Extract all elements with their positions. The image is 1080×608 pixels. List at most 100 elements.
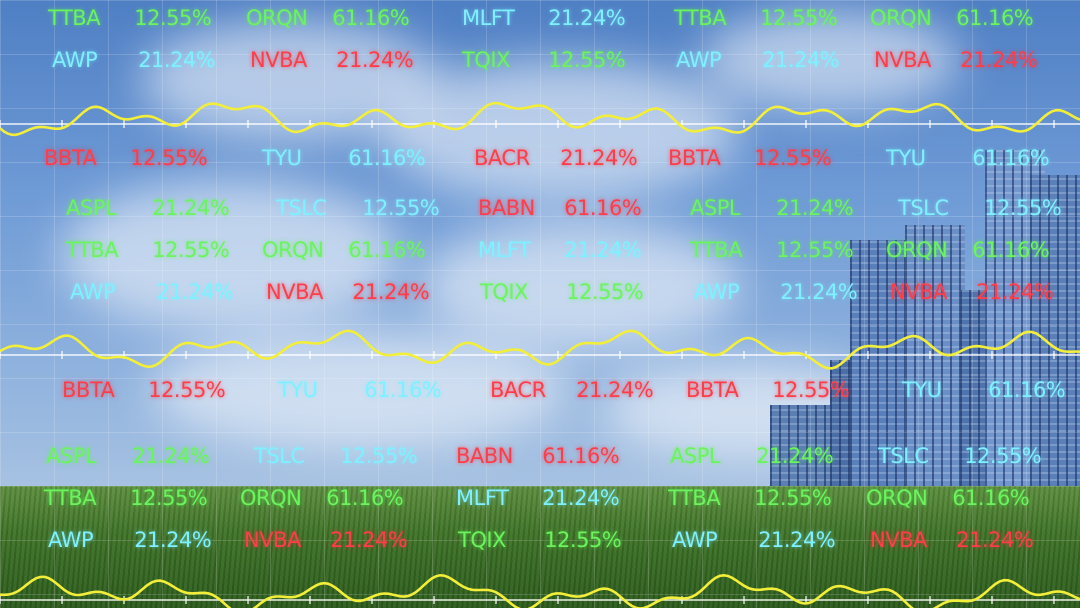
ticker-value: 21.24% (560, 146, 638, 170)
ticker-value: 12.55% (134, 6, 212, 30)
ticker-item: BBTA 12.55% (62, 378, 226, 402)
ticker-symbol: MLFT (478, 238, 531, 262)
ticker-symbol: ORQN (240, 486, 302, 510)
ticker-symbol: TQIX (458, 528, 506, 552)
ticker-symbol: BBTA (668, 146, 721, 170)
ticker-value: 21.24% (776, 196, 854, 220)
ticker-item: ASPL 21.24% (690, 196, 854, 220)
ticker-symbol: TSLC (898, 196, 949, 220)
ticker-symbol: AWP (694, 280, 740, 304)
ticker-value: 12.55% (130, 486, 208, 510)
ticker-symbol: AWP (672, 528, 718, 552)
ticker-symbol: AWP (52, 48, 98, 72)
ticker-item: BBTA 12.55% (668, 146, 832, 170)
ticker-item: ASPL 21.24% (66, 198, 230, 219)
ticker-symbol: TYU (262, 146, 302, 170)
ticker-item: TTBA 12.55% (48, 6, 212, 30)
ticker-symbol: TYU (886, 146, 926, 170)
ticker-item: MLFT 21.24% (478, 238, 642, 262)
ticker-value: 21.24% (352, 280, 430, 304)
ticker-value: 12.55% (776, 238, 854, 262)
ticker-value: 12.55% (772, 378, 850, 402)
ticker-value: 12.55% (148, 378, 226, 402)
ticker-value: 61.16% (326, 486, 404, 510)
ticker-item: ASPL 21.24% (46, 444, 210, 468)
ticker-value: 61.16% (564, 196, 642, 220)
ticker-item: TYU 61.16% (262, 146, 426, 170)
ticker-value: 12.55% (340, 444, 418, 468)
ticker-symbol: ASPL (46, 444, 97, 468)
ticker-item: BBTA 12.55% (44, 146, 208, 170)
ticker-item: ORQN 61.16% (870, 6, 1034, 30)
ticker-value: 21.24% (780, 280, 858, 304)
ticker-symbol: NVBA (890, 280, 947, 304)
ticker-symbol: TQIX (462, 48, 510, 72)
ticker-value: 61.16% (542, 444, 620, 468)
ticker-item: TYU 61.16% (886, 146, 1050, 170)
ticker-item: BABN 61.16% (456, 444, 620, 468)
ticker-item: TQIX 12.55% (458, 528, 622, 552)
ticker-symbol: BBTA (62, 378, 115, 402)
ticker-item: ORQN 61.16% (866, 486, 1030, 510)
ticker-symbol: NVBA (250, 48, 307, 72)
ticker-symbol: TTBA (44, 486, 97, 510)
ticker-value: 21.24% (756, 444, 834, 468)
ticker-value: 12.55% (130, 146, 208, 170)
ticker-value: 21.24% (960, 48, 1038, 72)
ticker-item: BACR 21.24% (474, 146, 638, 170)
ticker-symbol: BABN (456, 444, 513, 468)
ticker-symbol: TTBA (674, 6, 727, 30)
ticker-item: NVBA 21.24% (266, 280, 430, 304)
ticker-value: 61.16% (348, 238, 426, 262)
ticker-symbol: TSLC (878, 444, 929, 468)
ticker-item: BBTA 12.55% (686, 378, 850, 402)
ticker-symbol: ORQN (870, 6, 932, 30)
ticker-item: NVBA 21.24% (874, 48, 1038, 72)
ticker-value: 21.24% (576, 378, 654, 402)
ticker-item: ORQN 61.16% (886, 240, 1050, 261)
ticker-symbol: BBTA (686, 378, 739, 402)
ticker-item: AWP 21.24% (676, 48, 840, 72)
ticker-item: MLFT 21.24% (456, 486, 620, 510)
ticker-value: 21.24% (132, 444, 210, 468)
ticker-item: NVBA 21.24% (244, 528, 408, 552)
ticker-value: 21.24% (758, 528, 836, 552)
ticker-value: 21.24% (156, 280, 234, 304)
ticker-symbol: MLFT (456, 486, 509, 510)
ticker-value: 61.16% (972, 146, 1050, 170)
ticker-value: 21.24% (134, 528, 212, 552)
ticker-value: 12.55% (984, 196, 1062, 220)
ticker-item: TYU 61.16% (902, 380, 1066, 401)
ticker-symbol: MLFT (462, 6, 515, 30)
ticker-item: TSLC 12.55% (898, 196, 1062, 220)
ticker-symbol: BBTA (44, 146, 97, 170)
ticker-item: TQIX 12.55% (462, 48, 626, 72)
ticker-item: TTBA 12.55% (668, 486, 832, 510)
ticker-symbol: ORQN (246, 6, 308, 30)
ticker-value: 61.16% (332, 6, 410, 30)
ticker-item: AWP 21.24% (694, 280, 858, 304)
ticker-symbol: TSLC (254, 444, 305, 468)
ticker-symbol: ORQN (866, 486, 928, 510)
ticker-value: 21.24% (336, 48, 414, 72)
grass-field (0, 486, 1080, 608)
ticker-symbol: NVBA (266, 280, 323, 304)
ticker-symbol: TTBA (66, 238, 119, 262)
ticker-value: 12.55% (754, 486, 832, 510)
ticker-symbol: BACR (490, 378, 546, 402)
ticker-item: AWP 21.24% (48, 528, 212, 552)
ticker-value: 61.16% (348, 146, 426, 170)
ticker-symbol: AWP (70, 280, 116, 304)
ticker-value: 12.55% (362, 196, 440, 220)
ticker-item: TQIX 12.55% (480, 282, 644, 303)
ticker-symbol: AWP (676, 48, 722, 72)
ticker-item: TSLC 12.55% (276, 196, 440, 220)
ticker-value: 21.24% (138, 48, 216, 72)
ticker-item: TTBA 12.55% (674, 6, 838, 30)
ticker-symbol: NVBA (244, 528, 301, 552)
ticker-item: TSLC 12.55% (878, 444, 1042, 468)
ticker-symbol: BACR (474, 146, 530, 170)
